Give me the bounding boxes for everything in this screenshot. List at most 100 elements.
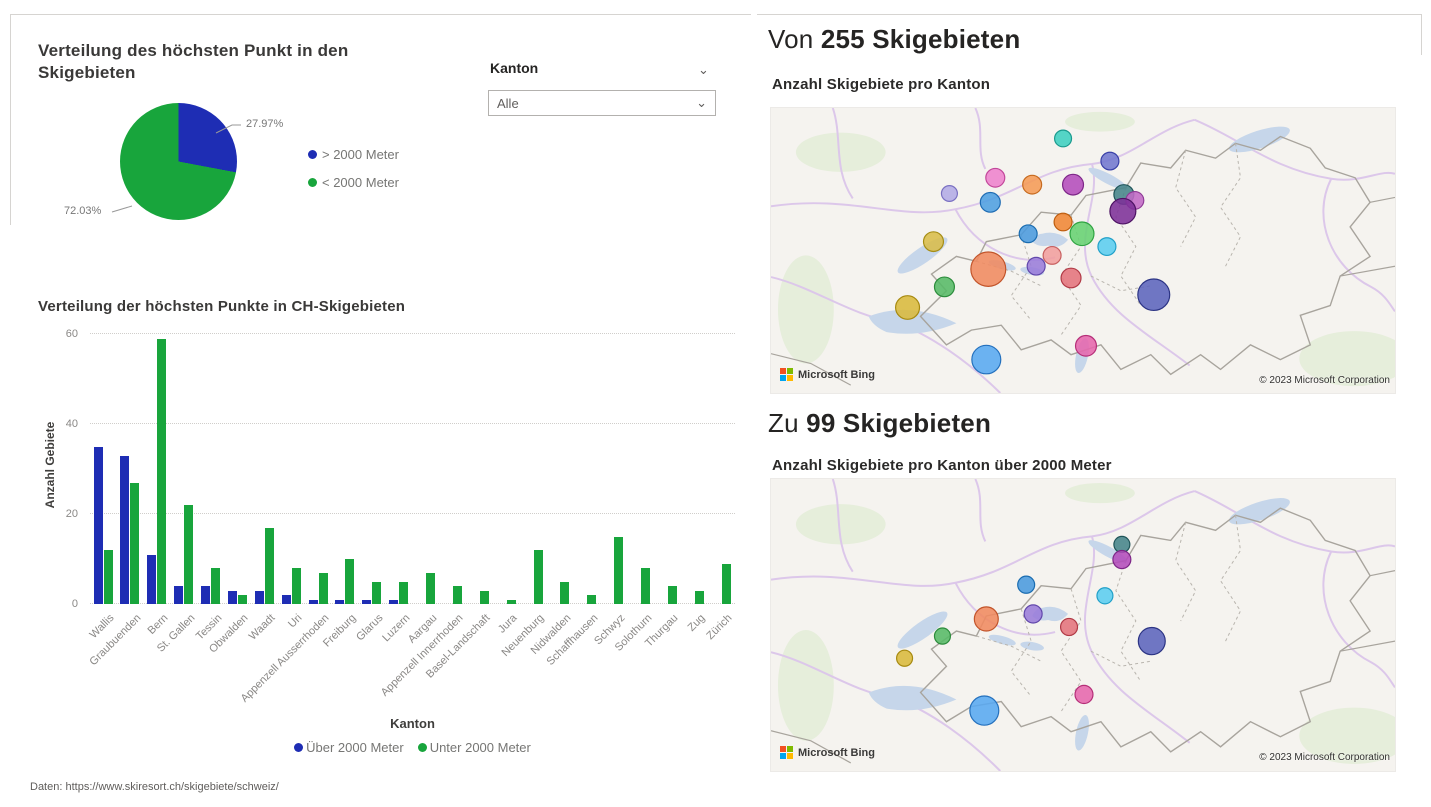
y-axis-tick-label: 60 [65, 328, 78, 340]
map-bubble[interactable] [979, 191, 1001, 213]
bar-legend-item-over2000[interactable]: Über 2000 Meter [294, 740, 404, 755]
bar-unter-2000-meter[interactable] [264, 527, 274, 604]
bar-unter-2000-meter[interactable] [130, 482, 140, 604]
gridline [90, 513, 735, 514]
bar-unter-2000-meter[interactable] [479, 590, 489, 604]
microsoft-logo-icon [780, 746, 793, 759]
bar-ueber-2000-meter[interactable] [308, 599, 318, 604]
bar-ueber-2000-meter[interactable] [254, 590, 264, 604]
map-bubble[interactable] [969, 695, 1000, 726]
chevron-down-icon[interactable]: ⌄ [696, 95, 707, 110]
bar-chart-title: Verteilung der höchsten Punkte in CH-Ski… [38, 298, 406, 315]
map-bubble[interactable] [1100, 151, 1120, 171]
map-bubble[interactable] [1069, 221, 1095, 247]
map-bubble[interactable] [1074, 334, 1098, 357]
legend-dot-blue [308, 150, 317, 159]
bar-ueber-2000-meter[interactable] [389, 599, 399, 604]
map-bubble[interactable] [1042, 245, 1062, 265]
map-bubble[interactable] [1074, 684, 1094, 705]
map-bubble[interactable] [1137, 278, 1171, 312]
bar-ueber-2000-meter[interactable] [174, 586, 184, 604]
bar-legend-item-under2000[interactable]: Unter 2000 Meter [417, 740, 531, 755]
gridline [90, 423, 735, 424]
map-bubble[interactable] [971, 344, 1002, 375]
x-axis-labels: Wallis Graubuenden Bern St. Gallen Tessin Obw… [87, 608, 735, 718]
bar-ueber-2000-meter[interactable] [362, 599, 372, 604]
bar-ueber-2000-meter[interactable] [335, 599, 345, 604]
bar-unter-2000-meter[interactable] [452, 586, 462, 604]
map-bubble[interactable] [1096, 587, 1114, 605]
bing-logo-text: Microsoft Bing [798, 746, 875, 759]
map-bubble[interactable] [1017, 575, 1036, 594]
bar-ueber-2000-meter[interactable] [227, 590, 237, 604]
map-bubble[interactable] [1060, 267, 1082, 289]
slicer-collapse-chevron-icon[interactable]: ⌄ [698, 62, 709, 77]
map2-copyright: © 2023 Microsoft Corporation [1259, 752, 1390, 763]
kanton-dropdown-value: Alle [497, 95, 519, 111]
map-bubble[interactable] [1137, 626, 1166, 656]
map-canton-bubbles-over-2000[interactable] [770, 478, 1396, 772]
bar-unter-2000-meter[interactable] [721, 563, 731, 604]
pie-datalabel-over2000: 27.97% [246, 118, 284, 130]
pie-chart[interactable] [120, 103, 237, 220]
bar-unter-2000-meter[interactable] [372, 581, 382, 604]
left-panel-border [10, 14, 751, 225]
map-bubble[interactable] [1112, 549, 1132, 570]
bar-unter-2000-meter[interactable] [667, 586, 677, 604]
pie-legend-item-over2000[interactable]: > 2000 Meter [308, 147, 399, 162]
map-bubble[interactable] [973, 606, 999, 632]
map-bubble[interactable] [895, 295, 921, 320]
map-bubble[interactable] [922, 231, 945, 253]
y-axis-tick-label: 20 [65, 508, 78, 520]
map-bubble[interactable] [1018, 224, 1038, 244]
kanton-dropdown[interactable]: Alle ⌄ [488, 90, 716, 116]
map-bubble[interactable] [1023, 604, 1043, 624]
map2-header-count: 99 Skigebieten [806, 408, 992, 438]
bar-unter-2000-meter[interactable] [694, 590, 704, 604]
right-panel-border [757, 14, 1422, 55]
bar-unter-2000-meter[interactable] [291, 568, 301, 604]
bar-unter-2000-meter[interactable] [237, 595, 247, 604]
map-bubble[interactable] [970, 251, 1007, 287]
bar-ueber-2000-meter[interactable] [281, 595, 291, 604]
bar-unter-2000-meter[interactable] [426, 572, 435, 604]
map-bubble[interactable] [1061, 173, 1085, 196]
bar-unter-2000-meter[interactable] [641, 568, 650, 604]
map-bubble[interactable] [1097, 237, 1117, 257]
bar-unter-2000-meter[interactable] [318, 572, 328, 604]
bar-ueber-2000-meter[interactable] [201, 586, 210, 604]
data-source-note: Daten: https://www.skiresort.ch/skigebie… [30, 781, 279, 793]
map-bubble[interactable] [1053, 129, 1073, 148]
bar-unter-2000-meter[interactable] [614, 536, 624, 604]
bar-ueber-2000-meter[interactable] [120, 455, 130, 604]
bar-ueber-2000-meter[interactable] [93, 446, 103, 604]
bar-unter-2000-meter[interactable] [560, 581, 570, 604]
map-canton-bubbles[interactable] [770, 107, 1396, 394]
bar-unter-2000-meter[interactable] [184, 505, 194, 604]
map-bubble[interactable] [940, 185, 959, 202]
map-bubble[interactable] [1059, 617, 1079, 637]
bar-unter-2000-meter[interactable] [533, 550, 543, 604]
bar-unter-2000-meter[interactable] [157, 338, 167, 604]
map-bubble[interactable] [1026, 256, 1046, 276]
map-bubble[interactable] [1109, 197, 1137, 225]
map-bubble[interactable] [895, 649, 914, 667]
map-bubble[interactable] [1053, 212, 1073, 232]
map-bubble[interactable] [985, 167, 1006, 188]
map-bubble[interactable] [933, 276, 956, 298]
bar-unter-2000-meter[interactable] [345, 559, 355, 604]
bar-unter-2000-meter[interactable] [506, 599, 516, 604]
map-bubble[interactable] [933, 627, 952, 645]
x-axis-title: Kanton [390, 716, 435, 731]
bar-unter-2000-meter[interactable] [587, 595, 597, 604]
bar-ueber-2000-meter[interactable] [147, 554, 157, 604]
pie-leader-lines [111, 124, 241, 213]
map-bubble[interactable] [1022, 174, 1043, 195]
bar-unter-2000-meter[interactable] [211, 568, 220, 604]
bar-unter-2000-meter[interactable] [399, 581, 409, 604]
map1-header-prefix: Von [768, 24, 821, 54]
bar-unter-2000-meter[interactable] [103, 550, 113, 604]
bar-legend-label: Über 2000 Meter [306, 740, 404, 755]
bar-chart-plot-area[interactable] [90, 333, 735, 604]
pie-legend-item-under2000[interactable]: < 2000 Meter [308, 175, 399, 190]
